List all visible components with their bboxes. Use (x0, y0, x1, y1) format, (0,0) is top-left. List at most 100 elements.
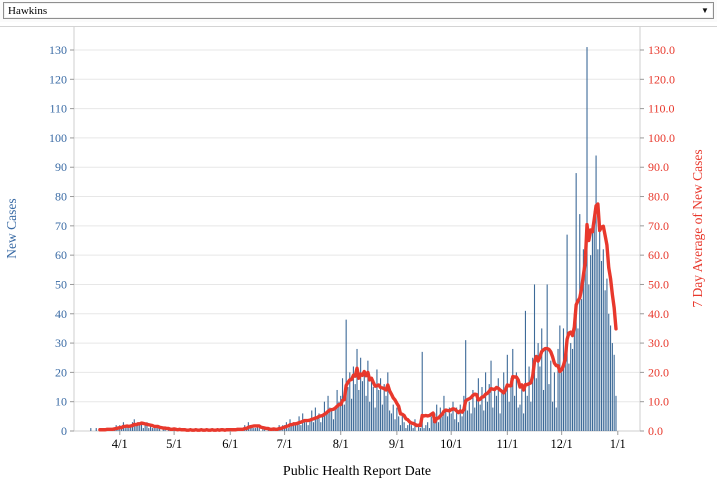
bar[interactable] (604, 290, 606, 431)
county-select[interactable]: Hawkins ▼ (3, 2, 714, 19)
bar[interactable] (153, 428, 155, 431)
bar[interactable] (514, 395, 516, 431)
bar[interactable] (372, 387, 374, 431)
bar[interactable] (561, 372, 563, 431)
bar[interactable] (367, 360, 369, 431)
bar[interactable] (363, 372, 365, 431)
chevron-down-icon[interactable]: ▼ (701, 6, 709, 15)
bar[interactable] (408, 422, 411, 431)
bar[interactable] (454, 419, 456, 431)
bar[interactable] (137, 422, 139, 431)
bar[interactable] (461, 416, 463, 431)
bar[interactable] (394, 419, 396, 431)
bar[interactable] (349, 372, 351, 431)
bar[interactable] (130, 425, 132, 431)
bar[interactable] (332, 419, 335, 431)
bar[interactable] (418, 425, 420, 431)
bar[interactable] (329, 407, 331, 431)
bar[interactable] (477, 378, 479, 431)
bar[interactable] (318, 413, 320, 431)
bar[interactable] (457, 422, 459, 431)
bar[interactable] (450, 413, 452, 431)
bar[interactable] (526, 395, 528, 431)
bar[interactable] (597, 249, 599, 431)
bar[interactable] (591, 225, 593, 431)
bar[interactable] (445, 410, 447, 431)
bar[interactable] (121, 428, 123, 431)
bar[interactable] (255, 428, 257, 431)
bar[interactable] (313, 422, 315, 431)
bar[interactable] (155, 428, 157, 431)
bar[interactable] (253, 428, 255, 431)
bar[interactable] (555, 407, 557, 431)
bar[interactable] (483, 410, 485, 431)
bar[interactable] (615, 395, 617, 431)
bars-series[interactable] (90, 47, 617, 431)
bar[interactable] (383, 384, 385, 431)
bar[interactable] (159, 428, 161, 431)
bar[interactable] (343, 404, 345, 431)
bar[interactable] (356, 348, 358, 431)
bar[interactable] (503, 372, 505, 431)
bar[interactable] (144, 425, 146, 431)
bar[interactable] (447, 416, 449, 431)
bar[interactable] (495, 395, 498, 431)
bar[interactable] (407, 425, 409, 431)
bar[interactable] (524, 310, 526, 431)
bar[interactable] (600, 261, 603, 431)
bar[interactable] (309, 419, 311, 431)
bar[interactable] (399, 425, 402, 431)
bar[interactable] (466, 410, 469, 431)
bar[interactable] (521, 387, 523, 431)
bar[interactable] (351, 398, 353, 431)
bar[interactable] (608, 313, 610, 431)
bar[interactable] (291, 425, 293, 431)
bar[interactable] (381, 404, 383, 431)
bar[interactable] (501, 392, 503, 431)
bar[interactable] (150, 425, 152, 431)
bar[interactable] (90, 428, 92, 431)
bar[interactable] (490, 360, 492, 431)
bar[interactable] (140, 422, 143, 431)
bar[interactable] (336, 389, 338, 431)
bar[interactable] (581, 299, 583, 431)
bar[interactable] (548, 384, 550, 431)
bar[interactable] (550, 360, 552, 431)
bar[interactable] (287, 428, 289, 431)
bar[interactable] (541, 328, 543, 431)
bar[interactable] (557, 348, 559, 431)
bar[interactable] (142, 428, 144, 431)
bar[interactable] (427, 422, 429, 431)
bar[interactable] (396, 407, 398, 431)
bar[interactable] (577, 328, 579, 431)
bar[interactable] (537, 343, 539, 431)
bar[interactable] (476, 398, 478, 431)
bar[interactable] (128, 428, 130, 431)
bar[interactable] (463, 395, 465, 431)
bar[interactable] (488, 384, 490, 431)
bar[interactable] (338, 401, 340, 431)
bar[interactable] (546, 284, 548, 431)
bar[interactable] (425, 425, 427, 431)
bar[interactable] (360, 357, 362, 431)
bar[interactable] (611, 343, 613, 431)
bar[interactable] (151, 428, 153, 431)
bar[interactable] (456, 407, 458, 431)
bar[interactable] (474, 407, 476, 431)
bar[interactable] (441, 416, 443, 431)
bar[interactable] (300, 425, 302, 431)
bar[interactable] (584, 261, 586, 431)
bar[interactable] (564, 357, 566, 431)
bar[interactable] (571, 348, 574, 431)
bar[interactable] (347, 387, 349, 431)
bar[interactable] (535, 378, 537, 431)
bar[interactable] (579, 214, 581, 431)
bar[interactable] (387, 372, 389, 431)
bar[interactable] (468, 401, 470, 431)
bar[interactable] (595, 155, 597, 431)
bar[interactable] (544, 348, 546, 431)
bar[interactable] (374, 407, 376, 431)
bar[interactable] (126, 425, 128, 431)
bar[interactable] (519, 404, 521, 431)
bar[interactable] (340, 395, 342, 431)
